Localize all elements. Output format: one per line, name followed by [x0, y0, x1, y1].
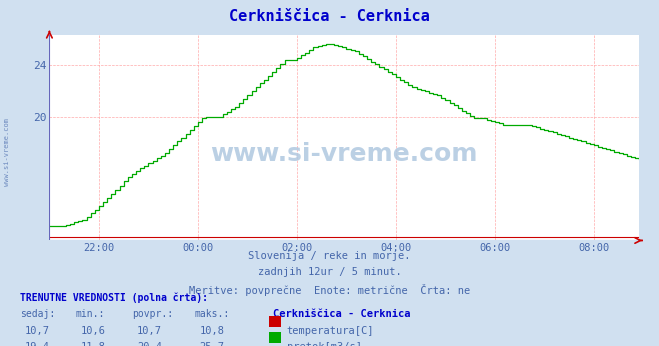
Text: maks.:: maks.: [194, 309, 229, 319]
Text: zadnjih 12ur / 5 minut.: zadnjih 12ur / 5 minut. [258, 267, 401, 277]
Text: 20,4: 20,4 [137, 342, 162, 346]
Text: sedaj:: sedaj: [20, 309, 55, 319]
Text: min.:: min.: [76, 309, 105, 319]
Text: temperatura[C]: temperatura[C] [287, 326, 374, 336]
Text: 19,4: 19,4 [25, 342, 50, 346]
Text: www.si-vreme.com: www.si-vreme.com [3, 118, 10, 186]
Text: 10,8: 10,8 [200, 326, 225, 336]
Text: Meritve: povprečne  Enote: metrične  Črta: ne: Meritve: povprečne Enote: metrične Črta:… [189, 284, 470, 296]
Text: pretok[m3/s]: pretok[m3/s] [287, 342, 362, 346]
Text: Cerkniščica - Cerknica: Cerkniščica - Cerknica [229, 9, 430, 24]
Text: 10,6: 10,6 [81, 326, 106, 336]
Text: TRENUTNE VREDNOSTI (polna črta):: TRENUTNE VREDNOSTI (polna črta): [20, 292, 208, 303]
Text: 10,7: 10,7 [137, 326, 162, 336]
Text: www.si-vreme.com: www.si-vreme.com [211, 142, 478, 166]
Text: 25,7: 25,7 [200, 342, 225, 346]
Text: 11,8: 11,8 [81, 342, 106, 346]
Text: povpr.:: povpr.: [132, 309, 173, 319]
Text: Cerkniščica - Cerknica: Cerkniščica - Cerknica [273, 309, 411, 319]
Text: 10,7: 10,7 [25, 326, 50, 336]
Text: Slovenija / reke in morje.: Slovenija / reke in morje. [248, 251, 411, 261]
